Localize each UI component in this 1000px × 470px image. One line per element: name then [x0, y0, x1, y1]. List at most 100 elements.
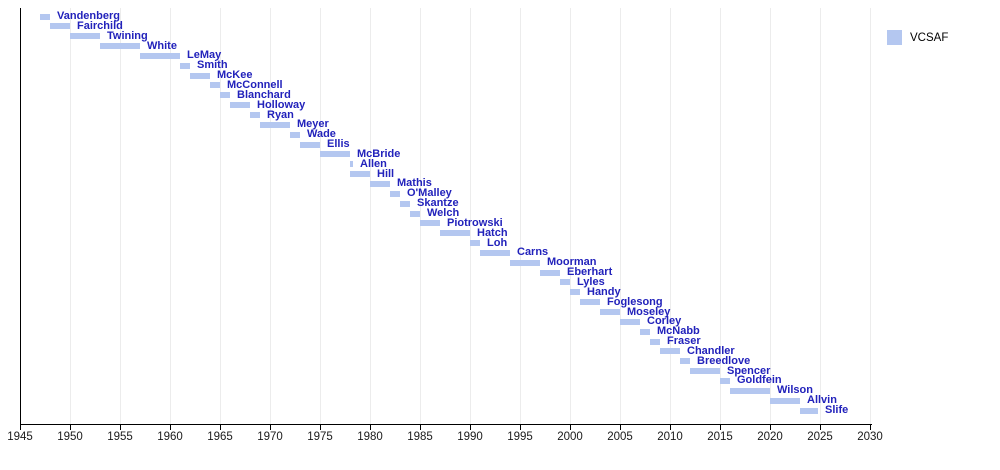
axis-tick: [170, 424, 171, 430]
bar-name-label: Lyles: [577, 275, 605, 288]
timeline-bar: [800, 407, 818, 414]
gridline: [569, 8, 571, 424]
axis-tick-label: 2000: [557, 431, 583, 443]
timeline-bar: [70, 33, 100, 40]
gridline: [69, 8, 71, 424]
timeline-bar: [680, 358, 690, 365]
bar-name-label: Holloway: [257, 98, 306, 111]
axis-tick: [570, 424, 571, 430]
legend-label: VCSAF: [910, 31, 949, 44]
axis-tick: [820, 424, 821, 430]
timeline-bar: [480, 249, 510, 256]
bar-name-label: Foglesong: [607, 295, 663, 308]
bar-name-label: Moorman: [547, 256, 597, 269]
gridline: [319, 8, 321, 424]
bar-name-label: Breedlove: [697, 354, 751, 367]
axis-tick-label: 1960: [157, 431, 183, 443]
axis-tick: [470, 424, 471, 430]
bar-name-label: Smith: [197, 59, 228, 72]
axis-tick-label: 1965: [207, 431, 233, 443]
axis-tick-label: 1995: [507, 431, 533, 443]
gridline: [269, 8, 271, 424]
bar-name-label: Chandler: [687, 344, 735, 357]
bar-name-label: McKee: [217, 69, 253, 82]
bar-name-label: Blanchard: [237, 88, 291, 101]
axis-tick-label: 2015: [707, 431, 733, 443]
timeline-bar: [540, 269, 560, 276]
timeline-bar: [730, 387, 770, 394]
bar-name-label: Hatch: [477, 226, 508, 239]
gridline: [419, 8, 421, 424]
bar-name-label: Fraser: [667, 335, 701, 348]
bar-name-label: McConnell: [227, 78, 283, 91]
axis-tick: [70, 424, 71, 430]
bar-name-label: Loh: [487, 236, 508, 249]
bar-name-label: Wilson: [777, 384, 813, 397]
x-axis-line: [20, 424, 872, 425]
timeline-bar: [370, 180, 390, 187]
timeline-bar: [400, 200, 410, 207]
gridline: [219, 8, 221, 424]
timeline-bar: [100, 43, 140, 50]
y-axis-line: [20, 8, 21, 425]
axis-tick-label: 1980: [357, 431, 383, 443]
bar-name-label: Carns: [517, 246, 549, 259]
timeline-bar: [470, 240, 480, 247]
axis-tick: [320, 424, 321, 430]
bar-name-label: McNabb: [657, 325, 700, 338]
gridline: [869, 8, 871, 424]
axis-tick: [870, 424, 871, 430]
gridline: [469, 8, 471, 424]
axis-tick-label: 2025: [807, 431, 833, 443]
bar-name-label: Slife: [825, 404, 849, 416]
timeline-bar: [250, 112, 260, 118]
axis-tick-label: 1950: [57, 431, 83, 443]
axis-tick-label: 2005: [607, 431, 633, 443]
timeline-bar: [390, 190, 400, 197]
timeline-bar: [320, 151, 350, 158]
axis-tick-label: 1945: [7, 431, 33, 443]
gridline: [169, 8, 171, 424]
axis-tick: [670, 424, 671, 430]
timeline-bar: [510, 259, 540, 266]
bar-name-label: Eberhart: [567, 266, 613, 279]
bar-name-label: Goldfein: [737, 374, 782, 387]
bar-name-label: McBride: [357, 147, 401, 160]
axis-tick: [270, 424, 271, 430]
axis-tick-label: 1985: [407, 431, 433, 443]
timeline-bar: [210, 82, 220, 89]
gridline: [719, 8, 721, 424]
axis-tick: [620, 424, 621, 430]
timeline-bar: [440, 230, 470, 237]
bar-name-label: LeMay: [187, 49, 222, 62]
axis-tick: [20, 424, 21, 430]
timeline-bar: [260, 121, 290, 128]
timeline-bar: [650, 338, 660, 345]
bar-name-label: Fairchild: [77, 19, 123, 32]
timeline-bar: [180, 62, 190, 69]
timeline-bar: [560, 279, 570, 286]
axis-tick-label: 1990: [457, 431, 483, 443]
bar-name-label: Allen: [360, 157, 387, 170]
timeline-bar: [140, 52, 180, 59]
bar-name-label: Wade: [307, 128, 336, 141]
axis-tick: [370, 424, 371, 430]
bar-name-label: Meyer: [297, 118, 329, 131]
gridline: [619, 8, 621, 424]
legend: VCSAF: [887, 30, 948, 45]
axis-tick: [220, 424, 221, 430]
legend-swatch: [887, 30, 902, 45]
timeline-bar: [40, 13, 50, 20]
gridline: [669, 8, 671, 424]
gridline: [769, 8, 771, 424]
bar-name-label: Handy: [587, 285, 621, 298]
bar-name-label: Piotrowski: [447, 216, 503, 229]
bar-name-label: Mathis: [397, 177, 432, 190]
bar-name-label: Corley: [647, 315, 682, 328]
timeline-bar: [640, 328, 650, 335]
timeline-bar: [410, 210, 420, 217]
timeline-bar: [300, 141, 320, 148]
gridline: [119, 8, 121, 424]
bar-name-label: White: [147, 39, 177, 52]
